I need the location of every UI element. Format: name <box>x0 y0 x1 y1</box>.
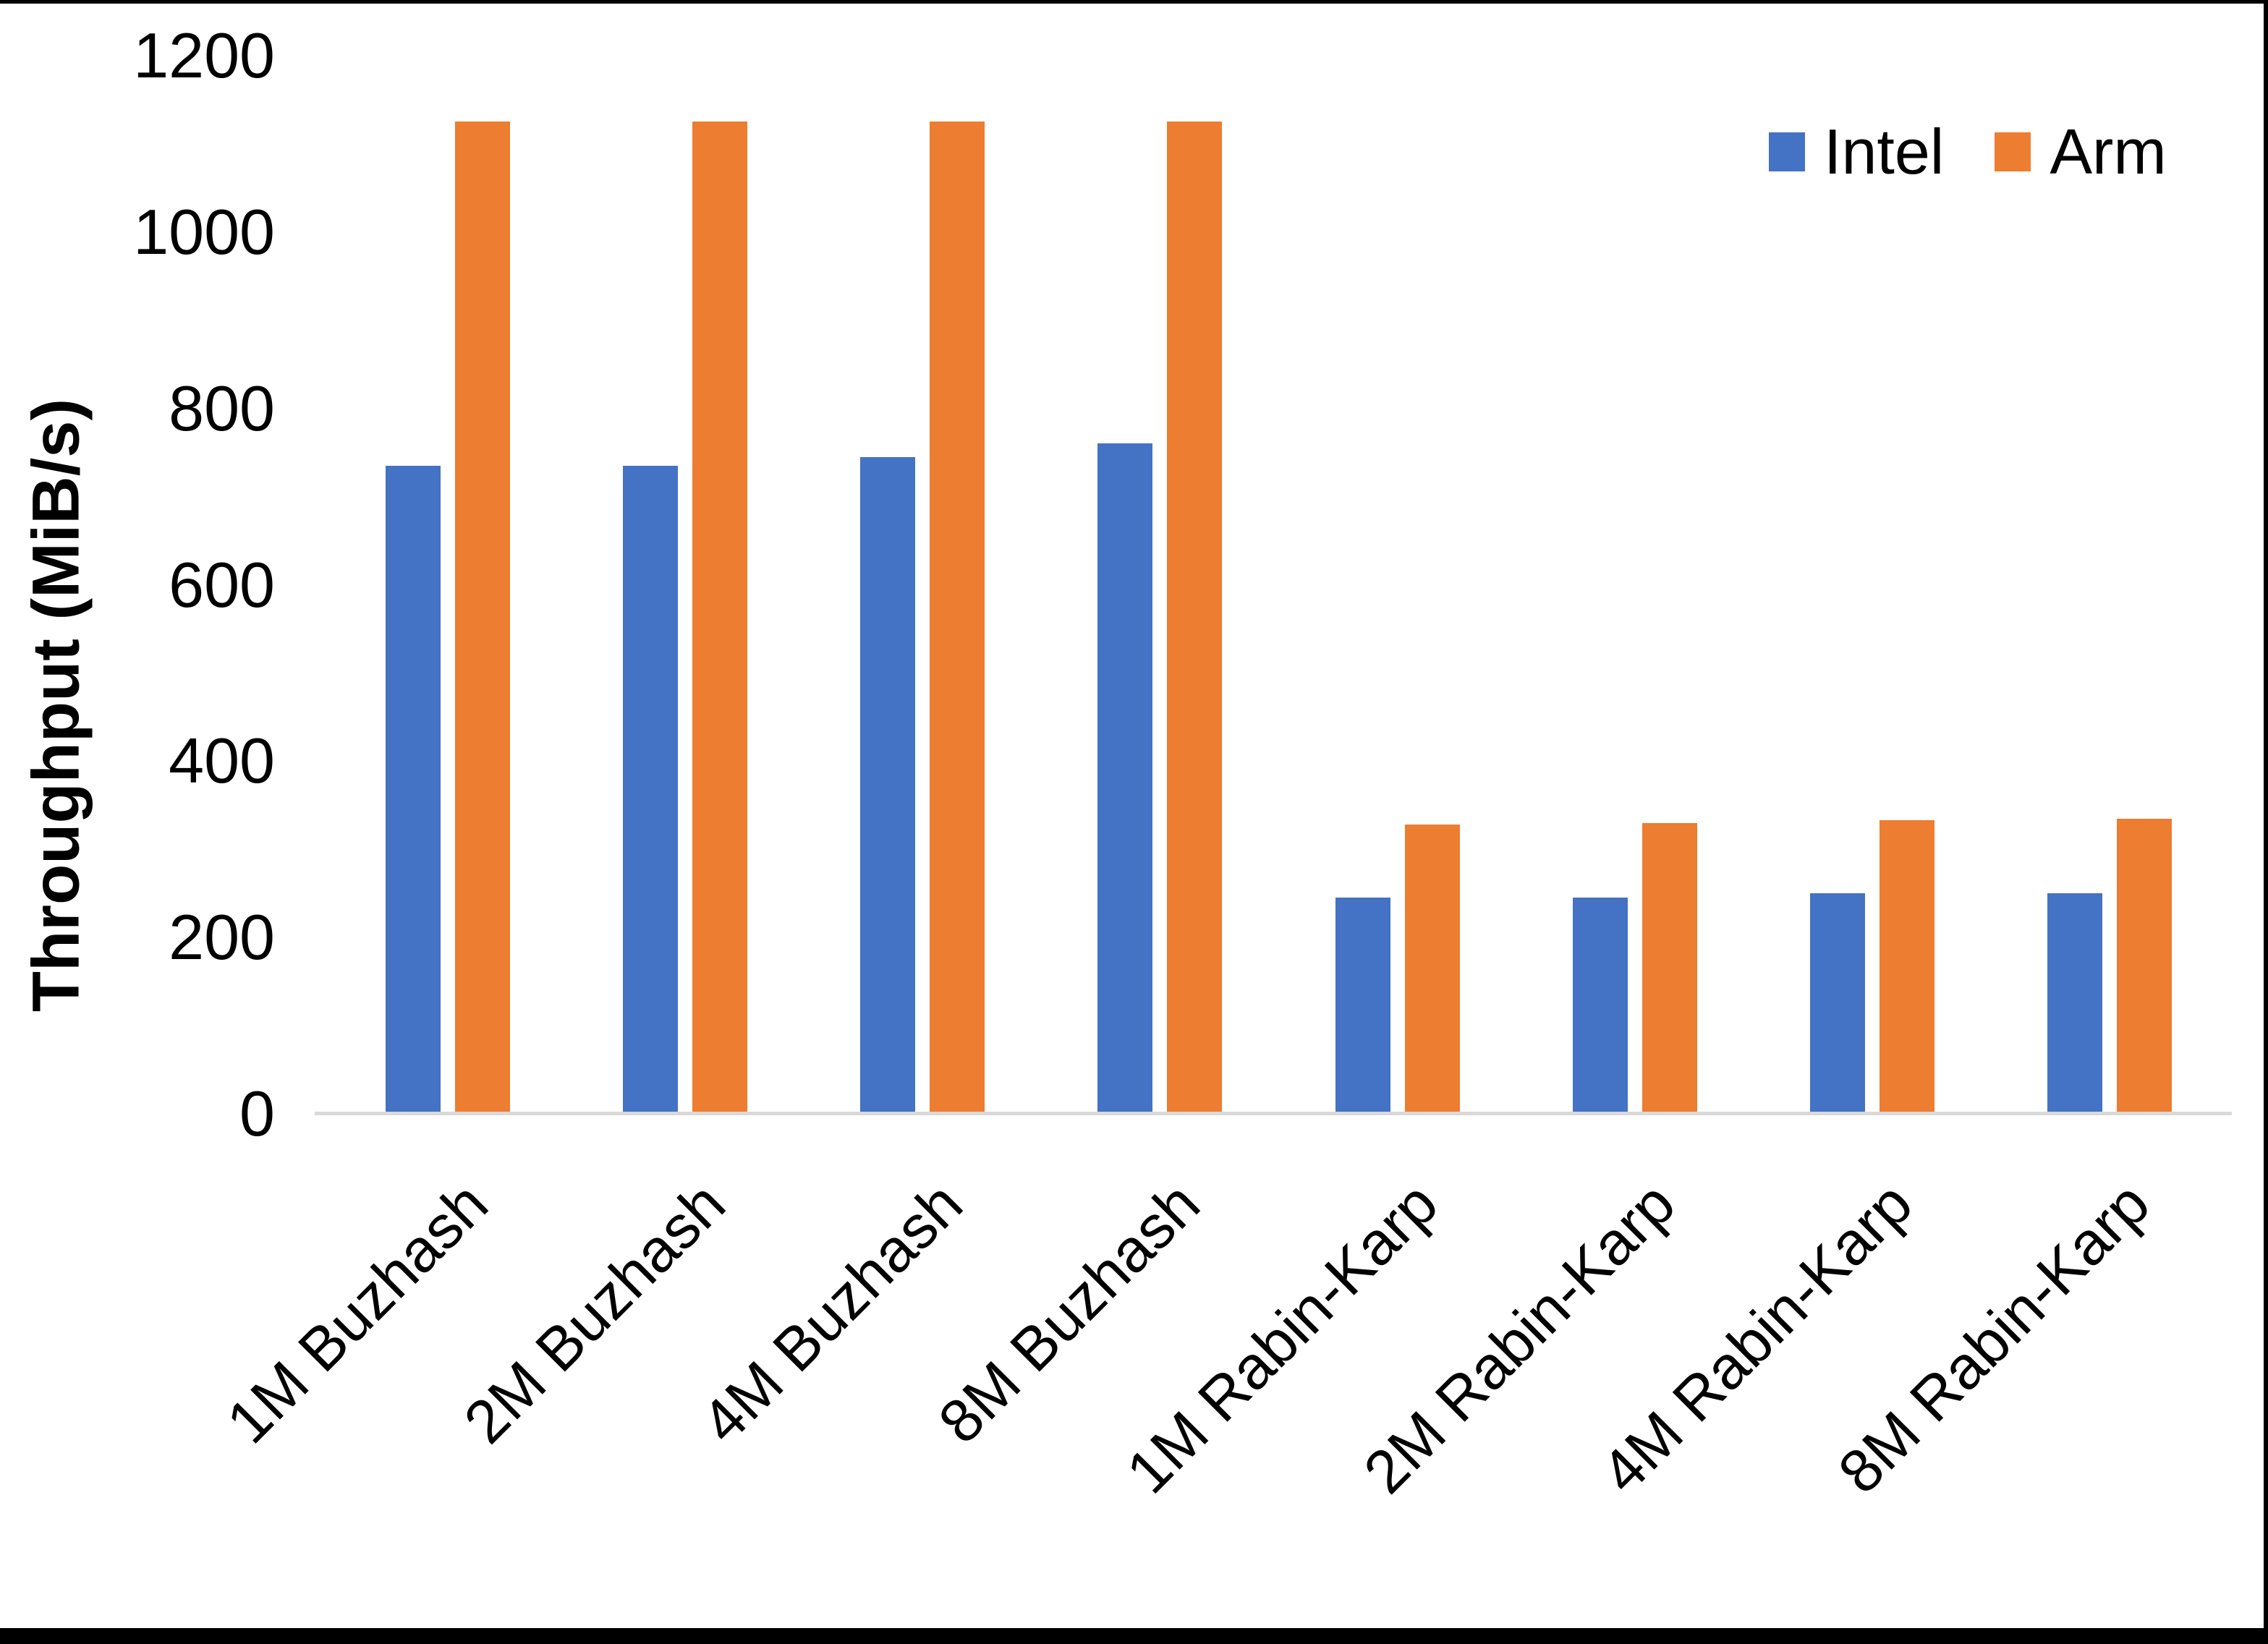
legend-label-intel: Intel <box>1824 116 1945 187</box>
bar-arm-1m-buzhash <box>455 122 511 1114</box>
category-group-4m-buzhash <box>804 56 1041 1114</box>
bar-intel-1m-rabin-karp <box>1335 898 1390 1114</box>
right-border <box>2264 0 2268 1644</box>
category-group-2m-rabin-karp <box>1516 56 1754 1114</box>
y-axis-title: Throughput (MiB/s) <box>19 398 93 1013</box>
x-axis-line <box>315 1112 2232 1115</box>
bar-arm-4m-buzhash <box>930 122 985 1114</box>
y-tick-label-600: 600 <box>169 548 275 621</box>
category-group-1m-rabin-karp <box>1279 56 1516 1114</box>
intel-series-swatch-icon <box>1769 132 1805 171</box>
legend-item-arm: Arm <box>1995 116 2167 187</box>
category-group-4m-rabin-karp <box>1754 56 1991 1114</box>
top-border <box>0 0 2268 4</box>
bar-arm-2m-rabin-karp <box>1641 822 1697 1114</box>
bar-intel-8m-rabin-karp <box>2047 893 2102 1114</box>
bar-intel-8m-buzhash <box>1097 443 1153 1114</box>
bar-arm-1m-rabin-karp <box>1404 825 1460 1114</box>
y-tick-label-1200: 1200 <box>133 20 275 91</box>
y-tick-label-400: 400 <box>169 725 275 797</box>
category-group-1m-buzhash <box>329 56 566 1114</box>
bar-intel-2m-buzhash <box>623 465 679 1114</box>
arm-series-swatch-icon <box>1995 132 2031 171</box>
y-tick-label-0: 0 <box>239 1078 275 1149</box>
plot-area <box>329 56 2228 1114</box>
legend: Intel Arm <box>1769 120 2167 184</box>
bar-arm-4m-rabin-karp <box>1879 820 1934 1114</box>
bar-intel-4m-buzhash <box>860 456 916 1114</box>
category-group-2m-buzhash <box>566 56 804 1114</box>
bar-arm-8m-buzhash <box>1167 122 1223 1114</box>
y-tick-label-200: 200 <box>169 901 275 974</box>
category-group-8m-buzhash <box>1041 56 1278 1114</box>
bar-intel-2m-rabin-karp <box>1572 898 1628 1114</box>
legend-label-arm: Arm <box>2050 116 2167 187</box>
bar-intel-4m-rabin-karp <box>1809 893 1865 1114</box>
bar-arm-8m-rabin-karp <box>2116 818 2172 1114</box>
x-axis-label-1m-buzhash: 1M Buzhash <box>213 1169 501 1457</box>
category-group-8m-rabin-karp <box>1991 56 2228 1114</box>
bar-arm-2m-buzhash <box>692 122 748 1114</box>
y-tick-label-800: 800 <box>169 372 275 444</box>
bottom-border <box>0 1628 2268 1644</box>
bar-intel-1m-buzhash <box>386 465 441 1114</box>
legend-item-intel: Intel <box>1769 120 1944 184</box>
y-tick-label-1000: 1000 <box>133 195 275 268</box>
